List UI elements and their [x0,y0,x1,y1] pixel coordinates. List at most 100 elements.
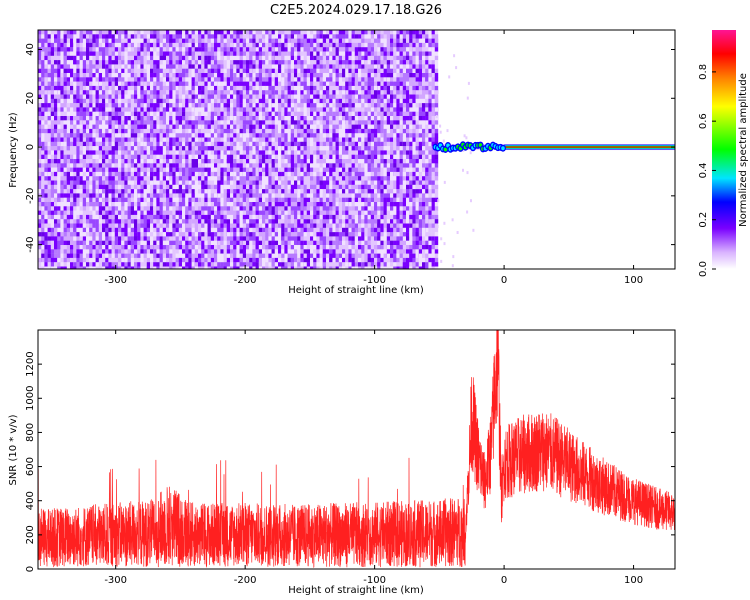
spectrogram-cell [249,38,253,44]
spectrogram-cell [207,34,211,43]
spectrogram-cell [137,55,141,65]
spectrogram-cell [310,202,314,207]
spectrogram-cell [70,51,74,60]
spectrogram-cell [76,154,80,160]
spectrogram-cell [172,68,176,74]
spectrogram-cell [239,81,243,87]
spectrogram-cell [191,219,195,224]
spectrogram-cell [201,232,205,241]
spectrogram-cell [169,107,173,112]
spectrogram-cell [130,197,135,203]
spectrogram-cell [191,171,195,177]
spectrogram-cell [146,154,151,163]
spectrogram-cell [92,38,96,47]
spectrogram-cell [60,73,64,78]
spectrogram-cell [73,180,77,189]
spectrogram-cell [255,197,259,206]
spectrogram-cell [313,197,317,203]
spectrogram-cell [134,189,138,194]
spectrogram-cell [226,47,231,56]
spectrogram-cell [73,141,77,147]
spectrogram-cell [86,193,90,198]
spectrogram-cell [41,176,45,181]
spectrogram-cell [290,257,295,263]
spectrogram-cell [303,245,307,250]
spectrogram-cell [134,107,138,112]
spectrogram-cell [146,98,151,108]
spectrogram-cell [105,128,109,134]
spectrogram-cell [204,219,208,224]
spectrogram-cell [233,150,237,155]
spectrogram-cell [217,137,221,146]
spectrogram-cell [284,94,288,103]
spectrogram-cell [252,253,256,262]
spectrogram-cell [70,184,74,194]
spectrogram-cell [316,60,320,65]
spectrogram-cell [102,219,106,228]
spectrogram-cell [127,116,131,121]
spectrogram-cell [50,210,55,216]
spectrogram-cell [294,223,298,228]
spectrogram-cell [185,73,189,78]
spectrogram-cell [73,240,77,246]
spectrogram-cell [207,236,211,241]
spectrogram-cell [300,103,304,112]
spectrogram-cell [220,202,224,207]
spectrogram-cell [70,146,74,151]
spectrogram-cell [172,120,176,125]
spectrogram-cell [108,210,112,216]
spectrogram-cell [150,73,154,78]
spectrogram-cell [54,107,58,116]
spectrogram-cell [265,253,269,259]
spectrogram-cell [207,73,211,82]
spectrogram-cell [153,159,157,168]
spectrogram-cell [297,163,301,168]
spectrogram-cell [124,34,128,39]
spectrogram-cell [153,223,157,228]
spectrogram-cell [242,223,247,228]
spectrogram-cell [303,184,307,194]
spectrogram-cell [204,64,208,69]
spectrogram-cell [310,68,314,77]
spectrogram-cell [271,167,275,173]
spectrogram-cell [57,245,61,250]
spectrogram-cell [118,219,122,224]
spectrogram-cell [66,34,71,39]
spectrogram-cell [38,253,42,262]
spectrogram-cell [143,146,147,151]
spectrogram-cell [226,77,231,82]
spectrogram-cell [300,90,304,99]
spectrogram-cell [255,180,259,189]
spectrogram-cell [86,98,90,104]
spectrogram-cell [182,154,186,163]
spectrogram-cell [79,55,83,61]
spectrogram-cell [220,103,224,112]
spectrogram-cell [166,141,170,147]
spectrogram-cell [127,171,131,177]
spectrogram-cell [230,64,234,69]
spectrogram-cell [98,68,103,74]
spectrogram-cell [63,210,67,219]
spectrogram-cell [246,103,250,108]
spectrogram-cell [207,150,211,155]
spectrogram-cell [47,171,51,181]
spectrogram-cell [284,81,288,87]
spectrogram-cell [207,111,211,120]
spectrogram-cell [306,116,311,121]
spectrogram-cell [198,193,202,198]
spectrogram-cell [204,189,208,194]
spectrogram-cell [290,180,295,185]
spectrogram-cell [146,163,151,172]
spectrogram-cell [130,81,135,87]
spectrogram-cell [310,171,314,181]
spectrogram-cell [313,146,317,151]
spectrogram-cell [76,64,80,73]
spectrogram-cell [105,47,109,52]
spectrogram-cell [287,219,291,228]
spectrogram-cell [143,193,147,198]
spectrogram-cell [217,163,221,168]
spectrogram-cell [252,146,256,151]
spectrogram-cell [233,64,237,69]
spectrogram-cell [66,146,71,151]
spectrogram-cell [159,202,163,207]
